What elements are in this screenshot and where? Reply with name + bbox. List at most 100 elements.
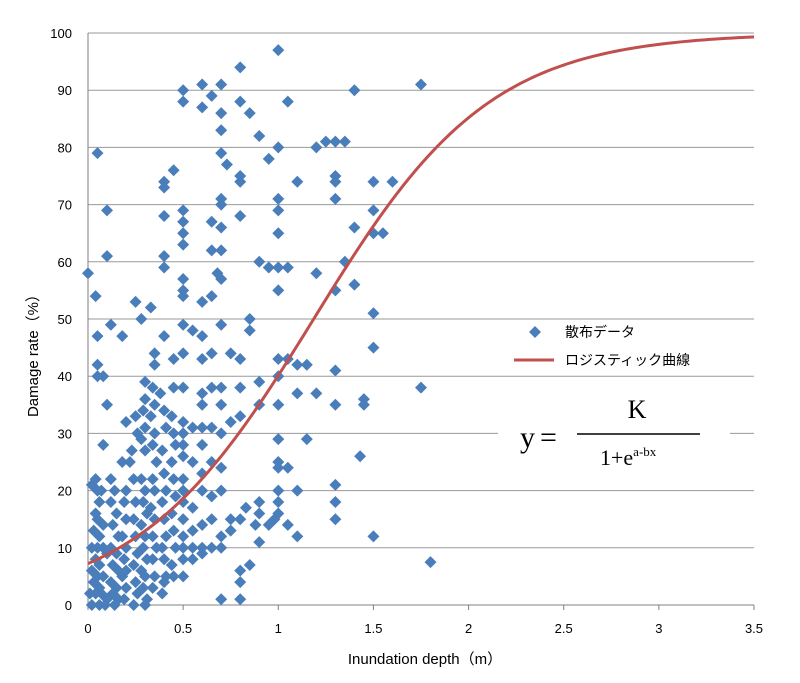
scatter-point xyxy=(127,513,140,526)
scatter-point xyxy=(215,272,228,285)
scatter-point xyxy=(253,255,266,268)
x-tick-label: 0 xyxy=(84,621,91,636)
scatter-point xyxy=(144,410,157,423)
scatter-point xyxy=(281,461,294,474)
scatter-point xyxy=(196,421,209,434)
scatter-point xyxy=(120,415,133,428)
scatter-point xyxy=(158,261,171,274)
scatter-point xyxy=(177,290,190,303)
scatter-point xyxy=(281,95,294,108)
scatter-point xyxy=(137,581,150,594)
scatter-point xyxy=(272,44,285,57)
scatter-point xyxy=(97,518,110,531)
scatter-point xyxy=(165,456,178,468)
scatter-point xyxy=(135,313,148,325)
scatter-point xyxy=(386,175,399,188)
scatter-point xyxy=(104,496,117,509)
scatter-point xyxy=(154,387,167,400)
y-tick-label: 70 xyxy=(58,198,72,213)
scatter-point xyxy=(329,496,342,509)
scatter-point xyxy=(177,272,190,285)
y-tick-label: 20 xyxy=(58,484,72,499)
scatter-point xyxy=(118,593,131,606)
scatter-point xyxy=(357,398,370,411)
scatter-point xyxy=(224,347,237,360)
scatter-point xyxy=(196,353,209,366)
scatter-point xyxy=(329,513,342,526)
scatter-point xyxy=(205,89,218,102)
scatter-point xyxy=(146,381,159,394)
x-tick-label: 3 xyxy=(655,621,662,636)
scatter-point xyxy=(167,570,180,583)
scatter-point xyxy=(116,570,129,583)
scatter-point xyxy=(215,484,228,497)
scatter-point xyxy=(177,227,190,240)
scatter-point xyxy=(144,501,157,514)
formula-equals: = xyxy=(540,421,557,454)
scatter-point xyxy=(215,461,228,474)
scatter-point xyxy=(177,438,190,451)
scatter-point xyxy=(367,307,380,320)
scatter-point xyxy=(139,421,152,434)
scatter-point xyxy=(186,524,199,537)
scatter-point xyxy=(310,267,323,280)
scatter-point xyxy=(146,530,159,543)
scatter-point xyxy=(205,381,218,394)
scatter-point xyxy=(186,541,199,554)
scatter-point xyxy=(196,101,209,114)
scatter-point xyxy=(99,599,112,611)
logistic-curve-layer xyxy=(87,35,755,565)
scatter-point xyxy=(123,456,136,468)
scatter-point xyxy=(205,421,218,434)
legend-scatter-marker xyxy=(529,326,541,338)
scatter-point xyxy=(215,124,228,137)
scatter-point xyxy=(415,381,427,394)
scatter-point xyxy=(91,147,104,160)
scatter-point xyxy=(101,250,114,263)
scatter-point xyxy=(291,387,304,400)
scatter-point xyxy=(129,295,142,308)
scatter-point xyxy=(82,267,94,280)
scatter-point xyxy=(158,553,171,566)
scatter-point xyxy=(144,301,157,314)
scatter-point xyxy=(158,576,171,589)
scatter-point xyxy=(167,381,180,394)
scatter-point xyxy=(158,467,171,480)
scatter-point xyxy=(148,427,161,440)
scatter-point xyxy=(169,490,182,503)
formula-background xyxy=(498,395,730,475)
scatter-point xyxy=(300,433,313,446)
scatter-point xyxy=(329,175,342,188)
scatter-point xyxy=(97,570,110,583)
scatter-point xyxy=(186,456,199,468)
scatter-point xyxy=(177,496,190,509)
x-tick-label: 2.5 xyxy=(555,621,573,636)
scatter-point xyxy=(196,295,209,308)
scatter-point xyxy=(205,490,218,503)
scatter-point xyxy=(177,541,190,554)
scatter-point xyxy=(186,421,199,434)
scatter-point xyxy=(177,238,190,251)
scatter-point xyxy=(243,107,256,120)
scatter-point xyxy=(272,507,285,520)
scatter-point xyxy=(125,444,138,457)
formula-annotation: y = K 1+ea-bx xyxy=(498,395,730,475)
scatter-point xyxy=(146,473,159,486)
scatter-point xyxy=(158,250,171,263)
scatter-point xyxy=(146,438,159,451)
scatter-point xyxy=(196,484,209,497)
x-tick-label: 1 xyxy=(275,621,282,636)
scatter-point xyxy=(89,473,102,486)
scatter-point xyxy=(215,78,228,91)
scatter-point xyxy=(129,410,142,423)
x-tick-label: 1.5 xyxy=(364,621,382,636)
scatter-point xyxy=(253,507,266,520)
scatter-point xyxy=(215,427,228,440)
scatter-point xyxy=(215,398,228,411)
y-tick-label: 40 xyxy=(58,369,72,384)
scatter-point xyxy=(215,381,228,394)
scatter-point xyxy=(262,261,275,274)
scatter-point xyxy=(104,473,117,486)
scatter-point xyxy=(177,347,190,360)
formula-denominator-exponent: a-bx xyxy=(633,444,657,459)
